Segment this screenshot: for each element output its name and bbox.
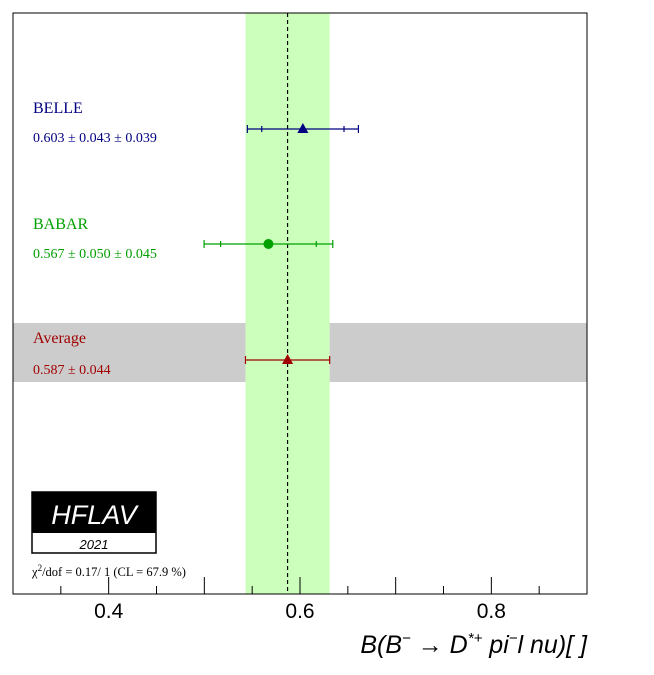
hflav-logo-year: 2021: [79, 537, 109, 552]
belle-marker: [297, 123, 309, 133]
hflav-logo-name: HFLAV: [51, 500, 140, 530]
hflav-logo: HFLAV 2021: [31, 491, 157, 554]
x-tick-label: 0.8: [477, 600, 506, 623]
babar-label: BABAR: [33, 216, 88, 233]
belle-value-label: 0.603 ± 0.043 ± 0.039: [33, 131, 157, 146]
babar-marker: [263, 239, 274, 249]
average-marker: [282, 354, 294, 364]
chi2-label: χ2/dof = 0.17/ 1 (CL = 67.9 %): [31, 563, 186, 579]
x-tick-label: 0.4: [94, 600, 124, 623]
measurement-points: [203, 123, 360, 364]
x-axis-ticks: [12, 577, 588, 594]
x-tick-label: 0.6: [285, 600, 314, 623]
belle-label: BELLE: [33, 100, 83, 117]
average-row-band-right: [329, 323, 587, 382]
babar-value-label: 0.567 ± 0.050 ± 0.045: [33, 247, 157, 262]
x-axis-label: B(B− → D*+ pi−l nu)[ ]: [360, 630, 588, 659]
average-label: Average: [33, 330, 86, 347]
average-row-band-left: [13, 323, 246, 382]
x-axis-tick-labels: 0.4 0.6 0.8: [94, 600, 506, 623]
average-value-label: 0.587 ± 0.044: [33, 363, 111, 378]
